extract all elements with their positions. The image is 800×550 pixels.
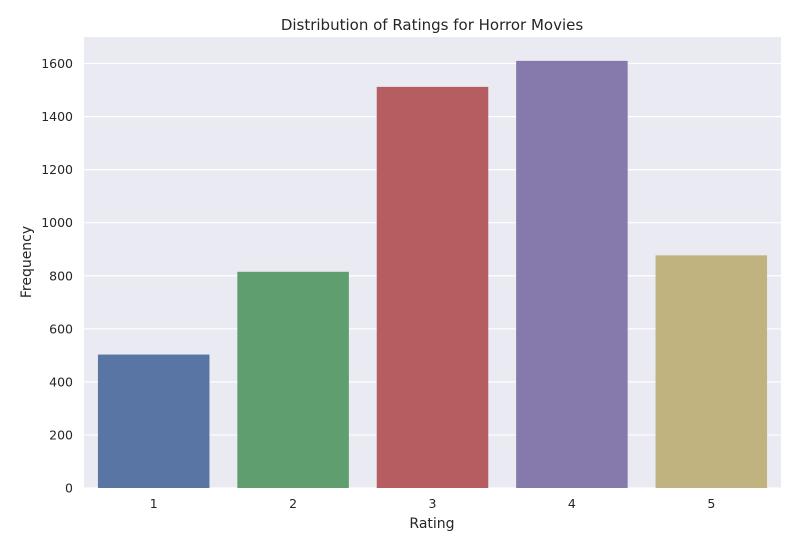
x-axis-label: Rating — [409, 516, 454, 532]
bars — [97, 60, 768, 489]
y-tick-label: 1400 — [41, 109, 73, 124]
x-tick-label: 4 — [568, 496, 576, 511]
y-tick-label: 200 — [49, 427, 73, 442]
y-tick-label: 1000 — [41, 215, 73, 230]
y-tick-labels: 0 200 400 600 800 1000 1200 1400 1600 — [41, 56, 73, 495]
chart-title: Distribution of Ratings for Horror Movie… — [281, 16, 584, 34]
y-tick-label: 0 — [65, 481, 73, 496]
y-axis-label: Frequency — [19, 226, 35, 298]
bar-rating-1 — [97, 354, 210, 488]
y-tick-label: 1200 — [41, 162, 73, 177]
y-tick-label: 400 — [49, 374, 73, 389]
bar-rating-5 — [655, 255, 768, 488]
y-tick-label: 600 — [49, 321, 73, 336]
bar-rating-4 — [516, 60, 628, 489]
y-tick-label: 800 — [49, 268, 73, 283]
x-tick-label: 3 — [429, 496, 437, 511]
x-tick-label: 5 — [707, 496, 715, 511]
x-tick-labels: 1 2 3 4 5 — [150, 496, 716, 511]
bar-rating-3 — [376, 86, 489, 488]
bar-rating-2 — [237, 271, 349, 488]
y-tick-label: 1600 — [41, 56, 73, 71]
x-tick-label: 2 — [289, 496, 297, 511]
x-tick-label: 1 — [150, 496, 158, 511]
